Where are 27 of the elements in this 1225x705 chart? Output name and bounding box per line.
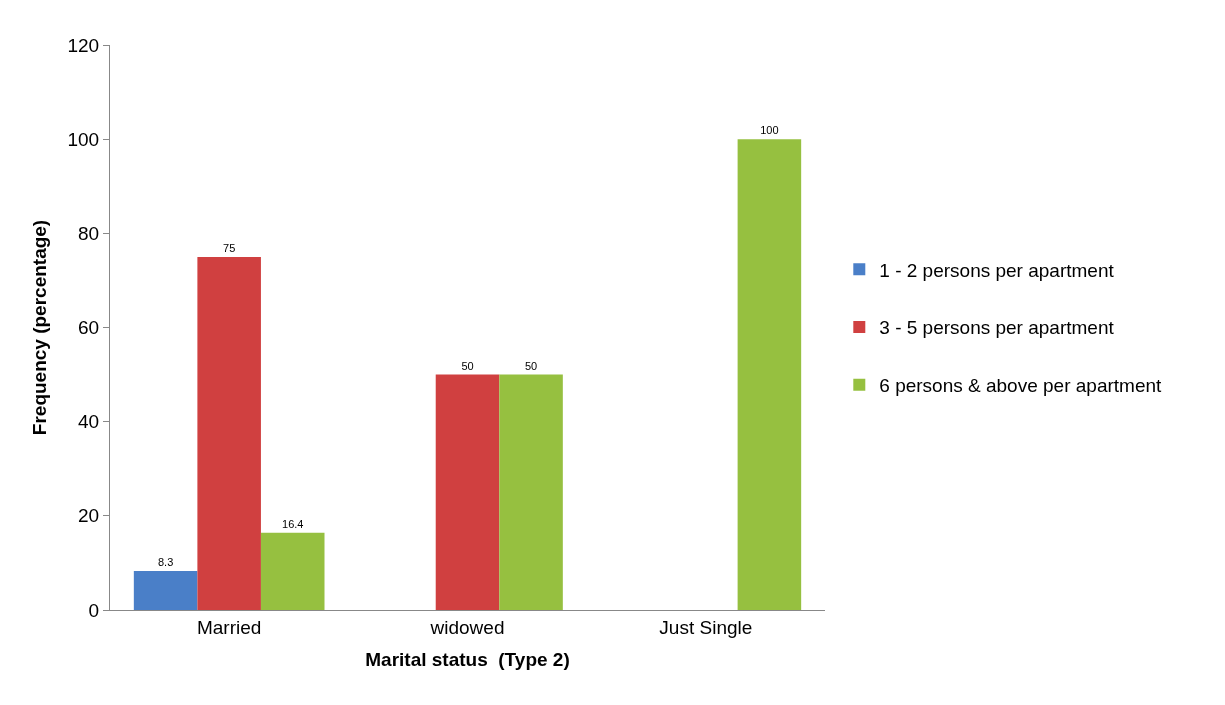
x-tick-label: widowed (429, 616, 505, 638)
legend-label: 1 - 2 persons per apartment (879, 259, 1115, 281)
y-tick-label: 120 (67, 34, 100, 56)
y-tick-label: 80 (78, 222, 100, 244)
x-axis-title: Marital status (Type 2) (365, 648, 570, 670)
y-tick-label: 100 (67, 128, 100, 150)
bar (197, 256, 261, 610)
bar (499, 374, 563, 610)
legend-label: 3 - 5 persons per apartment (879, 317, 1115, 339)
data-label: 100 (760, 124, 779, 137)
bar (435, 374, 500, 610)
x-tick-label: Married (196, 616, 262, 638)
bar (737, 139, 802, 610)
y-tick-label: 0 (88, 599, 100, 621)
data-label: 50 (461, 359, 474, 372)
y-tick-label: 20 (78, 505, 100, 527)
legend-label: 6 persons & above per apartment (879, 375, 1163, 397)
data-label: 16.4 (282, 517, 304, 530)
y-axis-title: Frequency (percentage) (29, 219, 51, 436)
data-label: 50 (524, 359, 538, 372)
data-label: 8.3 (157, 555, 174, 568)
bar (133, 570, 198, 610)
data-label: 75 (223, 241, 236, 254)
bar (260, 532, 325, 610)
y-tick-label: 60 (78, 317, 100, 339)
y-tick-label: 40 (78, 411, 100, 433)
x-tick-label: Just Single (659, 616, 753, 638)
